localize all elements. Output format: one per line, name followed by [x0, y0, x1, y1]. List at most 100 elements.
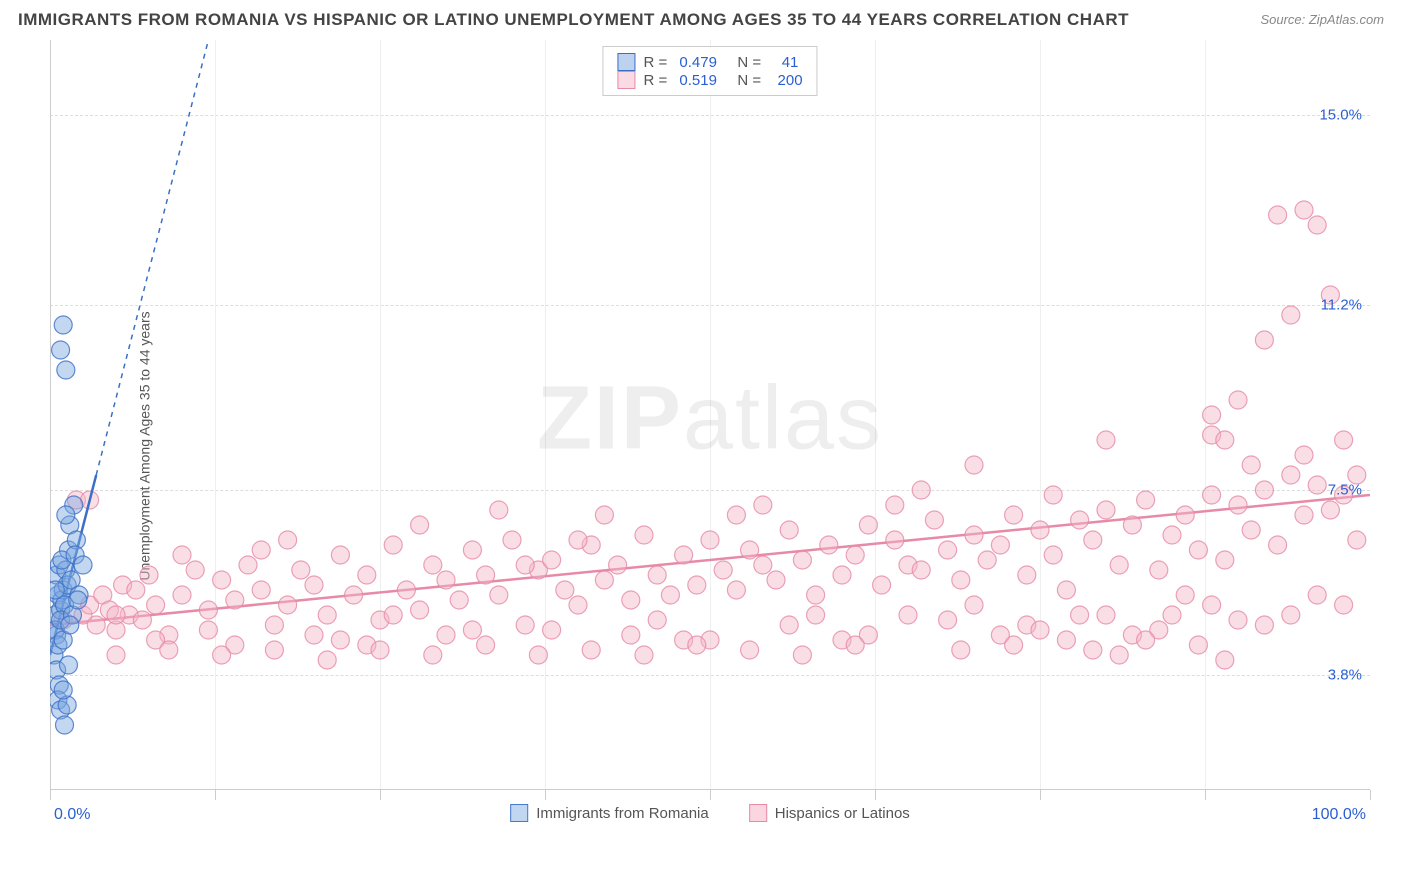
data-point [793, 551, 811, 569]
data-point [991, 536, 1009, 554]
data-point [899, 606, 917, 624]
data-point [1282, 606, 1300, 624]
legend-n-label: N = [725, 72, 765, 89]
data-point [331, 546, 349, 564]
data-point [411, 516, 429, 534]
data-point [846, 546, 864, 564]
data-point [397, 581, 415, 599]
data-point [305, 576, 323, 594]
data-point [384, 606, 402, 624]
data-point [1229, 496, 1247, 514]
chart-title: IMMIGRANTS FROM ROMANIA VS HISPANIC OR L… [18, 10, 1129, 30]
data-point [265, 616, 283, 634]
data-point [1018, 566, 1036, 584]
data-point [133, 611, 151, 629]
data-point [965, 596, 983, 614]
data-point [1176, 586, 1194, 604]
data-point [1057, 581, 1075, 599]
data-point [1163, 606, 1181, 624]
data-point [477, 566, 495, 584]
data-point [1176, 506, 1194, 524]
data-point [820, 536, 838, 554]
data-point [635, 646, 653, 664]
data-point [793, 646, 811, 664]
data-point [411, 601, 429, 619]
data-point [1269, 206, 1287, 224]
data-point [780, 521, 798, 539]
data-point [543, 621, 561, 639]
data-point [1044, 486, 1062, 504]
data-point [1203, 486, 1221, 504]
legend-swatch [617, 71, 635, 89]
data-point [595, 571, 613, 589]
data-point [50, 581, 64, 599]
data-point [965, 456, 983, 474]
data-point [912, 481, 930, 499]
chart-area: ZIPatlas R = 0.479 N = 41R = 0.519 N = 2… [50, 40, 1370, 830]
data-point [688, 636, 706, 654]
data-point [1282, 466, 1300, 484]
legend-label: Immigrants from Romania [536, 805, 709, 822]
data-point [279, 531, 297, 549]
data-point [516, 556, 534, 574]
data-point [52, 341, 70, 359]
data-point [648, 611, 666, 629]
legend-swatch [510, 804, 528, 822]
data-point [1321, 501, 1339, 519]
data-point [1044, 546, 1062, 564]
data-point [1295, 446, 1313, 464]
data-point [582, 641, 600, 659]
legend-r-value: 0.479 [679, 54, 717, 71]
data-point [1308, 586, 1326, 604]
data-point [1255, 616, 1273, 634]
data-point [529, 646, 547, 664]
data-point [318, 606, 336, 624]
data-point [59, 656, 77, 674]
data-point [701, 531, 719, 549]
data-point [424, 556, 442, 574]
y-tick-label: 7.5% [1328, 482, 1362, 499]
source-attribution: Source: ZipAtlas.com [1260, 12, 1384, 27]
data-point [1137, 491, 1155, 509]
data-point [741, 541, 759, 559]
data-point [1189, 636, 1207, 654]
data-point [833, 566, 851, 584]
data-point [978, 551, 996, 569]
legend-n-label: N = [725, 54, 765, 71]
data-point [450, 591, 468, 609]
data-point [807, 586, 825, 604]
data-point [107, 606, 125, 624]
data-point [292, 561, 310, 579]
data-point [213, 571, 231, 589]
data-point [516, 616, 534, 634]
data-point [57, 506, 75, 524]
legend-n-value: 41 [773, 54, 798, 71]
legend-n-value: 200 [773, 72, 802, 89]
legend-item: Immigrants from Romania [510, 804, 709, 822]
data-point [199, 621, 217, 639]
data-point [846, 636, 864, 654]
legend-label: Hispanics or Latinos [775, 805, 910, 822]
data-point [1071, 511, 1089, 529]
x-tick [1370, 790, 1371, 800]
data-point [463, 621, 481, 639]
data-point [661, 586, 679, 604]
data-point [1242, 521, 1260, 539]
data-point [556, 581, 574, 599]
data-point [767, 571, 785, 589]
data-point [1123, 516, 1141, 534]
data-point [74, 556, 92, 574]
data-point [424, 646, 442, 664]
data-point [57, 361, 75, 379]
data-point [622, 591, 640, 609]
data-point [1031, 521, 1049, 539]
data-point [61, 616, 79, 634]
data-point [780, 616, 798, 634]
data-point [186, 561, 204, 579]
data-point [265, 641, 283, 659]
data-point [569, 596, 587, 614]
data-point [714, 561, 732, 579]
legend-r-label: R = [643, 72, 671, 89]
data-point [952, 641, 970, 659]
data-point [648, 566, 666, 584]
